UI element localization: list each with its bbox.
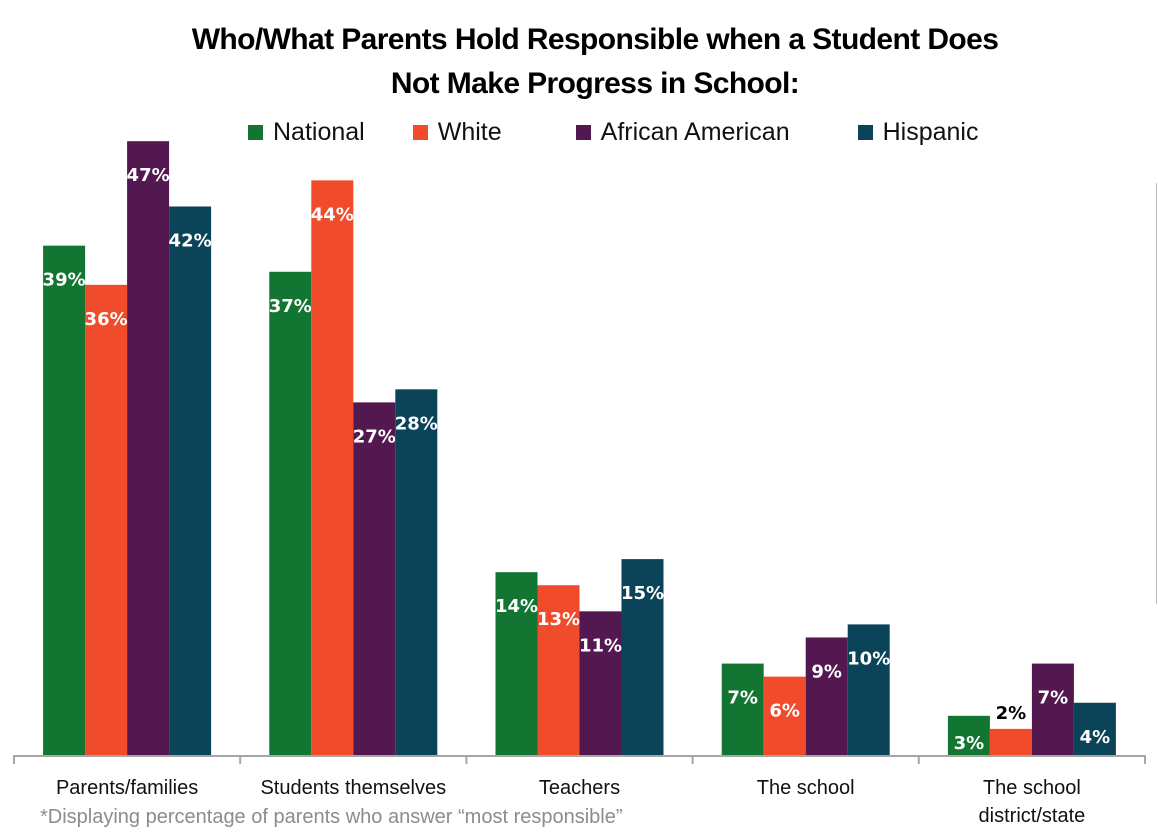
data-label-hispanic: 15% — [621, 583, 664, 604]
data-label-white: 2% — [996, 703, 1027, 724]
category-label: Students themselves — [260, 777, 446, 799]
legend-swatch-white — [412, 124, 428, 140]
bar-hispanic — [395, 389, 438, 755]
data-label-national: 39% — [43, 270, 86, 291]
legend-swatch-national — [248, 124, 263, 140]
data-label-national: 14% — [495, 596, 538, 617]
bar-african-american — [805, 637, 848, 755]
legend-label-african-american: African American — [600, 117, 790, 146]
bar-hispanic — [621, 559, 664, 755]
legend-item-hispanic: Hispanic — [857, 117, 979, 147]
data-label-african-american: 7% — [1038, 688, 1069, 709]
bar-white — [311, 180, 354, 756]
data-label-hispanic: 42% — [169, 230, 212, 251]
legend-swatch-african-american — [575, 124, 591, 140]
data-label-national: 37% — [269, 296, 312, 317]
data-label-african-american: 9% — [811, 661, 842, 682]
bar-hispanic — [847, 624, 890, 755]
bar-national — [495, 572, 538, 755]
data-label-african-american: 11% — [579, 635, 622, 656]
category-label: Parents/families — [56, 777, 198, 799]
bar-white — [85, 284, 128, 755]
data-label-white: 6% — [769, 701, 800, 722]
chart-title-line-2: Not Make Progress in School: — [390, 67, 800, 100]
data-label-white: 13% — [537, 609, 580, 630]
legend-swatch-hispanic — [857, 124, 873, 140]
chart-title: Who/What Parents Hold Responsible when a… — [0, 18, 1158, 106]
legend-label-national: National — [273, 117, 365, 146]
bar-white — [537, 585, 580, 755]
data-label-white: 36% — [85, 309, 128, 330]
bar-hispanic — [1073, 702, 1116, 755]
bar-national — [269, 271, 312, 755]
legend-item-white: White — [412, 117, 502, 147]
bar-white — [989, 728, 1032, 755]
bar-national — [947, 715, 990, 755]
bar-national — [721, 663, 764, 755]
data-label-african-american: 27% — [353, 426, 396, 447]
bar-national — [43, 245, 86, 755]
legend: National White African American Hispanic — [248, 114, 978, 150]
bar-african-american — [353, 402, 396, 755]
bar-hispanic — [169, 206, 212, 756]
bar-african-american — [127, 141, 170, 755]
data-label-national: 7% — [727, 688, 758, 709]
category-label: district/state — [979, 805, 1086, 827]
legend-label-hispanic: Hispanic — [882, 117, 979, 146]
data-label-white: 44% — [311, 204, 354, 225]
chart-title-line-1: Who/What Parents Hold Responsible when a… — [191, 23, 999, 56]
category-label: The school — [757, 777, 855, 799]
data-label-hispanic: 10% — [847, 648, 890, 669]
footnote: *Displaying percentage of parents who an… — [40, 806, 623, 828]
legend-label-white: White — [437, 117, 502, 146]
legend-item-national: National — [248, 118, 365, 147]
category-label: Teachers — [539, 777, 620, 799]
legend-item-african-american: African American — [575, 117, 790, 147]
category-label: The school — [983, 777, 1081, 799]
data-label-african-american: 47% — [127, 165, 170, 186]
bar-african-american — [1031, 663, 1074, 755]
bar-african-american — [579, 611, 622, 755]
bar-white — [763, 676, 806, 755]
data-label-national: 3% — [954, 733, 985, 754]
chart-border-line — [1156, 183, 1157, 604]
data-label-hispanic: 4% — [1080, 727, 1111, 748]
data-label-hispanic: 28% — [395, 413, 438, 434]
